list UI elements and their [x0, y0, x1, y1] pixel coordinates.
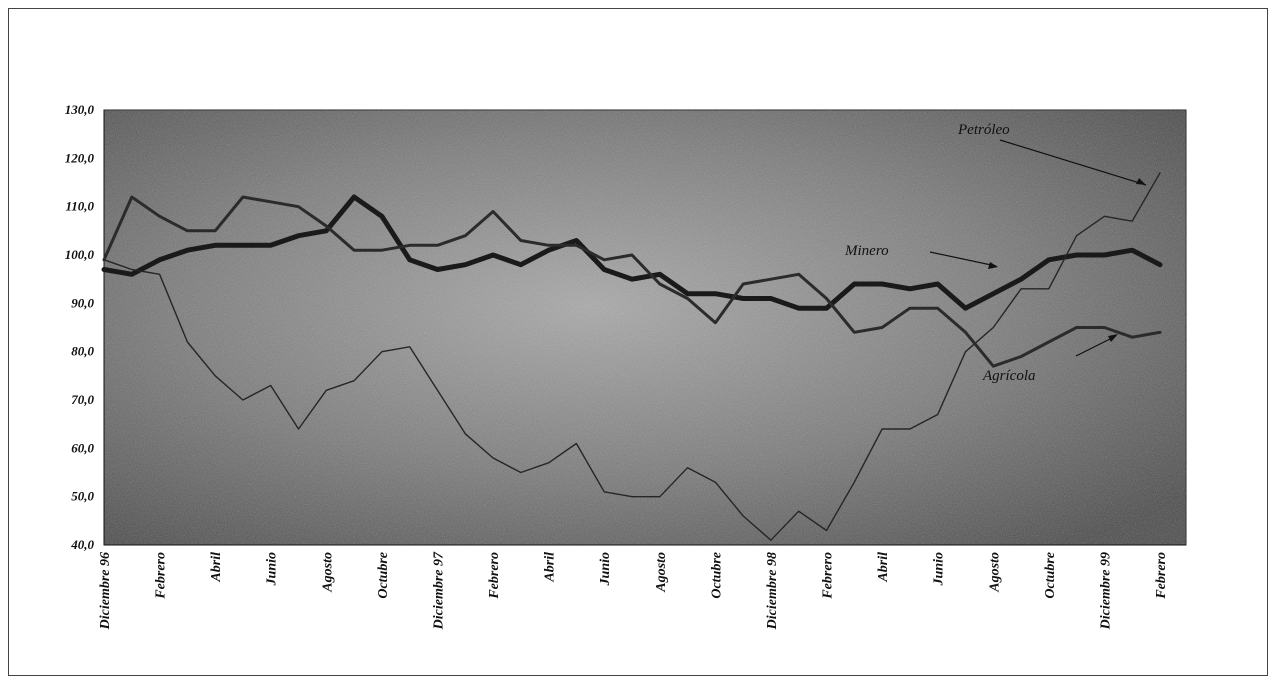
x-tick-label: Diciembre 96	[98, 552, 113, 630]
annotation-petroleo-arrowhead	[1136, 178, 1146, 185]
series-line-agricola	[102, 195, 1162, 368]
x-tick-label: Agosto	[654, 552, 669, 593]
x-ticks: Diciembre 96 Febrero Abril Junio Agosto Octub…	[98, 551, 1169, 630]
y-tick-label: 120,0	[65, 150, 95, 165]
annotation-minero-arrowhead	[988, 262, 998, 269]
x-tick-label: Junio	[598, 552, 613, 586]
x-tick-label: Octubre	[709, 552, 724, 599]
annotation-petroleo-arrow	[999, 139, 1147, 186]
y-tick-label: 60,0	[71, 440, 94, 455]
annotation-minero-arrow	[929, 251, 997, 267]
series-line-minero	[101, 194, 1163, 311]
y-tick-label: 130,0	[65, 102, 95, 117]
y-ticks: 40,0 50,0 60,0 70,0 80,0 90,0 100,0 110,0 120,0 1…	[65, 102, 95, 552]
plot-texture	[104, 110, 1186, 545]
annotation-minero-label: Minero	[844, 243, 889, 259]
x-tick-label: Diciembre 98	[765, 552, 780, 630]
x-tick-label: Febrero	[487, 552, 502, 600]
y-tick-label: 100,0	[65, 247, 95, 262]
annotation-agricola: Agrícola	[982, 334, 1118, 384]
annotation-agricola-arrow	[1075, 335, 1117, 357]
chart-frame	[8, 8, 1268, 676]
x-tick-label: Abril	[543, 552, 558, 583]
x-tick-label: Febrero	[154, 552, 169, 600]
x-tick-label: Diciembre 99	[1098, 552, 1113, 630]
x-tick-label: Agosto	[987, 552, 1002, 593]
x-tick-label: Febrero	[821, 552, 836, 600]
annotation-agricola-label: Agrícola	[982, 368, 1036, 384]
y-tick-label: 90,0	[71, 295, 94, 310]
y-tick-label: 50,0	[71, 489, 94, 504]
x-tick-label: Diciembre 97	[431, 551, 446, 630]
x-tick-label: Octubre	[1043, 552, 1058, 599]
annotation-petroleo: Petróleo	[957, 122, 1147, 186]
series-line-petroleo	[103, 172, 1161, 541]
annotation-petroleo-label: Petróleo	[957, 122, 1010, 138]
x-tick-label: Abril	[209, 552, 224, 583]
x-tick-label: Junio	[932, 552, 947, 586]
series-group	[101, 172, 1163, 541]
x-tick-label: Junio	[265, 552, 280, 586]
annotation-agricola-arrowhead	[1108, 334, 1118, 342]
x-tick-label: Febrero	[1154, 552, 1169, 600]
y-tick-label: 110,0	[65, 199, 94, 214]
y-tick-label: 70,0	[71, 392, 94, 407]
x-tick-label: Abril	[876, 552, 891, 583]
x-tick-label: Octubre	[376, 552, 391, 599]
y-tick-label: 80,0	[71, 344, 94, 359]
x-tick-label: Agosto	[320, 552, 335, 593]
annotation-minero: Minero	[844, 243, 998, 269]
y-tick-label: 40,0	[70, 537, 94, 552]
